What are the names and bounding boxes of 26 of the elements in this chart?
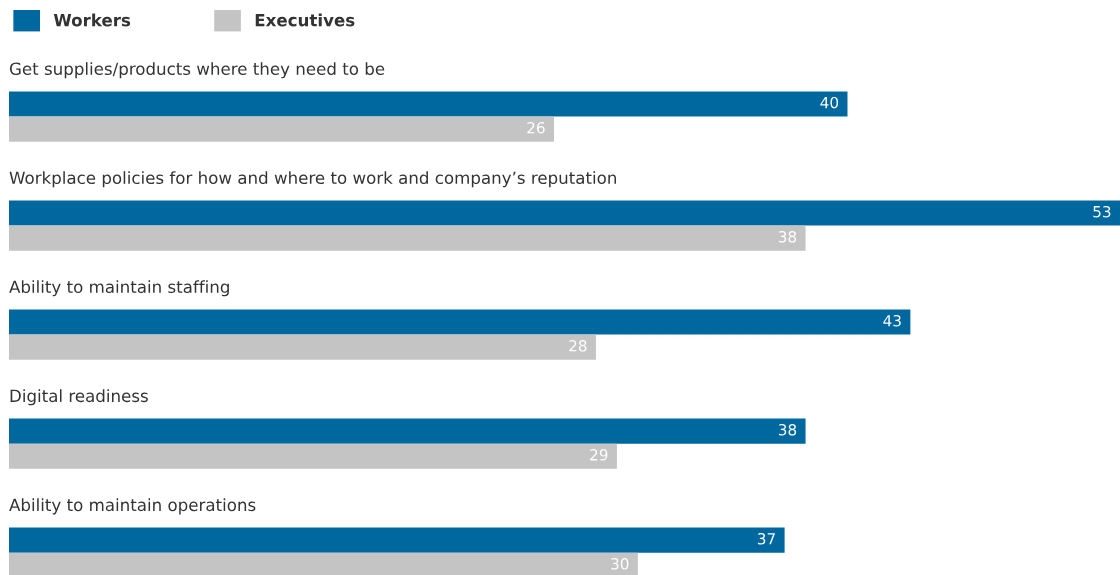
- bar: [9, 527, 785, 553]
- legend-label: Workers: [53, 13, 131, 27]
- y-tick-label: Get supplies/products where they need to be: [9, 62, 385, 79]
- bar: [9, 418, 806, 444]
- data-label: 26: [527, 121, 545, 134]
- bar: [9, 443, 617, 469]
- bar: [9, 309, 911, 335]
- bar: [9, 334, 596, 360]
- data-label: 40: [820, 96, 839, 109]
- data-label: 43: [883, 314, 901, 327]
- bar: [9, 116, 555, 142]
- data-label: 38: [778, 423, 797, 436]
- data-label: 53: [1093, 205, 1111, 218]
- bar: [9, 200, 1120, 226]
- bar: [9, 225, 806, 251]
- data-label: 30: [611, 558, 629, 570]
- bar: [9, 91, 848, 117]
- data-label: 37: [757, 532, 775, 545]
- data-label: 28: [569, 340, 587, 352]
- legend-label: Executives: [255, 13, 355, 27]
- y-tick-label: Workplace policies for how and where to work and company’s reputation: [9, 171, 616, 188]
- y-tick-label: Ability to maintain staffing: [9, 280, 229, 297]
- y-tick-label: Digital readiness: [10, 389, 148, 406]
- data-label: 29: [590, 449, 608, 461]
- data-label: 38: [778, 230, 797, 243]
- y-tick-label: Ability to maintain operations: [9, 498, 256, 515]
